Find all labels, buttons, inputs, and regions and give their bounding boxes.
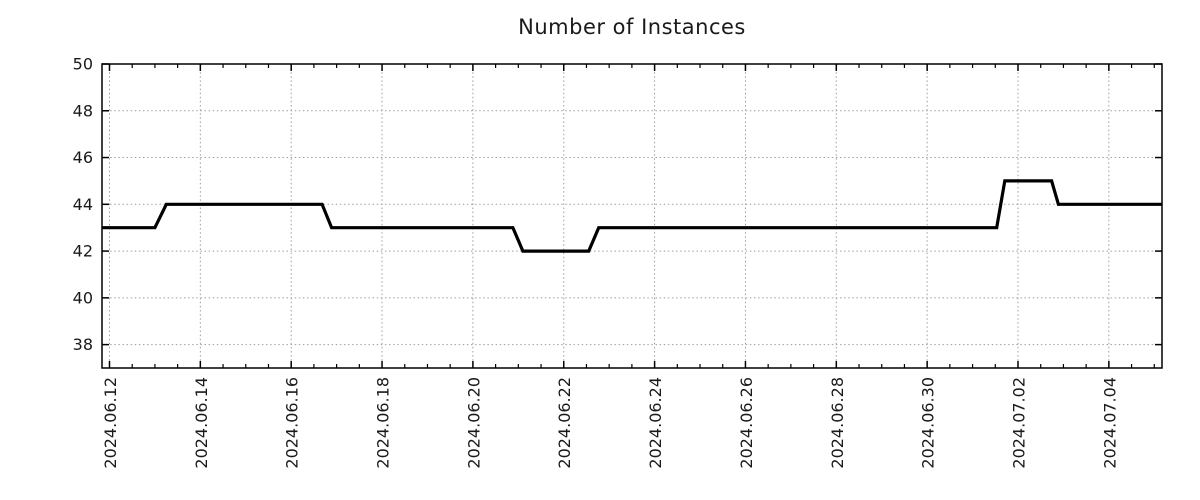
x-tick-label: 2024.06.20 [464,377,483,469]
x-tick-label: 2024.06.12 [101,377,120,469]
x-tick-label: 2024.06.30 [919,377,938,469]
y-tick-label: 38 [73,335,93,354]
plot-border [101,63,1163,369]
chart-title: Number of Instances [518,15,746,39]
data-line [102,179,1162,253]
x-tick-label: 2024.07.04 [1100,377,1119,469]
y-tick-label: 46 [73,148,93,167]
x-tick-label: 2024.06.18 [374,377,393,469]
x-tick-label: 2024.06.16 [283,377,302,469]
x-tick-label: 2024.06.22 [555,377,574,469]
x-tick-label: 2024.07.02 [1010,377,1029,469]
y-tick-label: 50 [73,55,93,74]
x-tick-label: 2024.06.24 [646,377,665,469]
y-tick-label: 40 [73,288,93,307]
x-tick-label: 2024.06.26 [737,377,756,469]
x-tick-label: 2024.06.14 [192,377,211,469]
y-tick-label: 44 [73,195,93,214]
y-tick-label: 48 [73,101,93,120]
x-tick-label: 2024.06.28 [828,377,847,469]
y-tick-label: 42 [73,242,93,261]
